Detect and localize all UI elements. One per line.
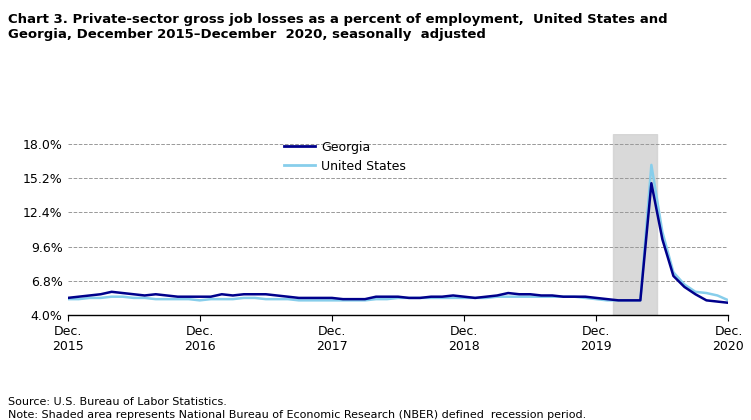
Text: Source: U.S. Bureau of Labor Statistics.: Source: U.S. Bureau of Labor Statistics. — [8, 397, 226, 407]
Bar — [613, 134, 657, 315]
Text: Chart 3. Private-sector gross job losses as a percent of employment,  United Sta: Chart 3. Private-sector gross job losses… — [8, 13, 667, 41]
Text: Note: Shaded area represents National Bureau of Economic Research (NBER) defined: Note: Shaded area represents National Bu… — [8, 410, 586, 420]
Legend: Georgia, United States: Georgia, United States — [284, 141, 406, 173]
